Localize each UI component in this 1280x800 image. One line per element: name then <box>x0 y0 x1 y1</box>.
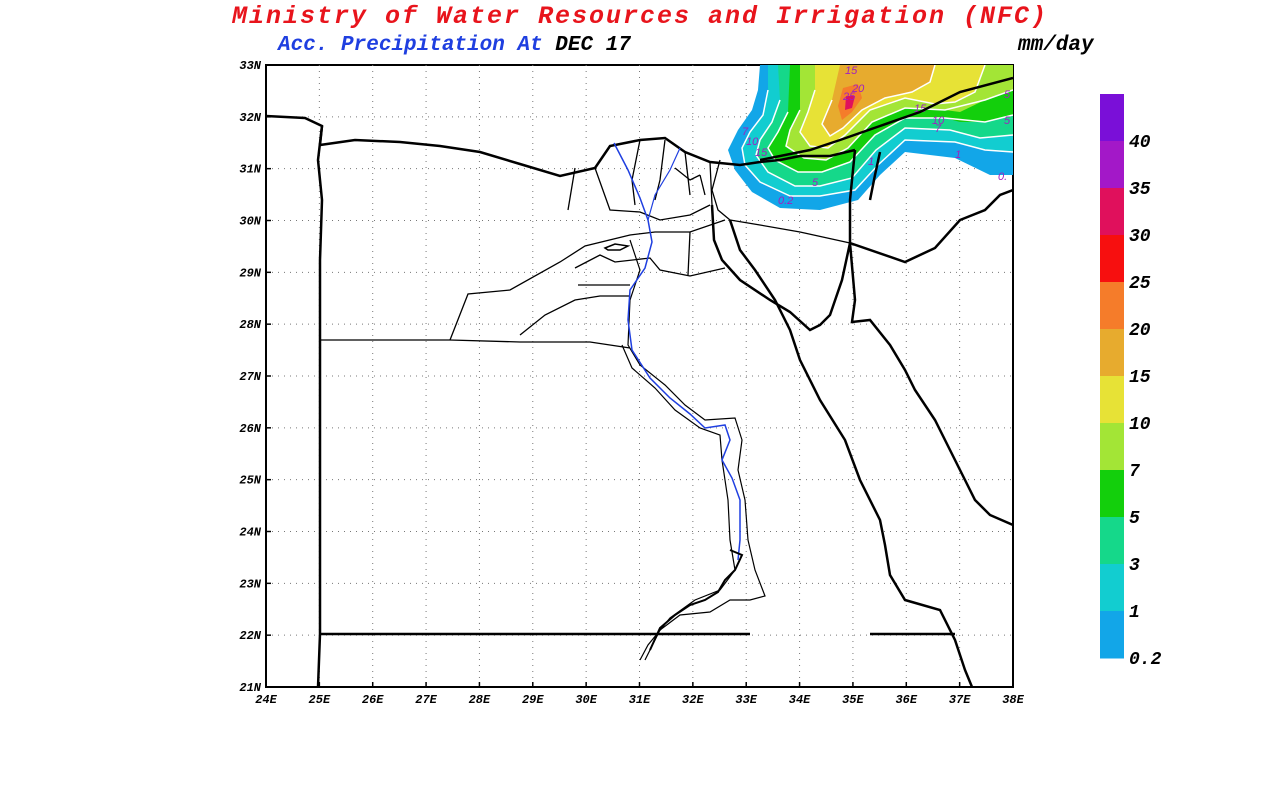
y-axis: 33N 32N 31N 30N 29N 28N 27N 26N 25N 24N 23N 22N 21N <box>239 59 271 695</box>
contour-labels: 15 20 25 15 10 7 7 10 15 5 0.2 1 5 5 0. … <box>742 65 1011 207</box>
color-bar-label: 10 <box>1129 415 1151 435</box>
subtitle-variable: Acc. Precipitation At <box>278 34 543 57</box>
contour-label: 10 <box>746 136 759 148</box>
y-tick-label: 26N <box>239 422 261 436</box>
y-tick-label: 22N <box>239 629 261 643</box>
x-tick-label: 35E <box>842 693 864 707</box>
y-tick-label: 25N <box>239 474 261 488</box>
color-bar-segment <box>1100 517 1124 565</box>
map-title: Ministry of Water Resources and Irrigati… <box>231 2 1049 31</box>
y-tick-label: 28N <box>239 318 261 332</box>
x-axis: 24E 25E 26E 27E 28E 29E 30E 31E 32E 33E 34E 35E 36E 3… <box>255 682 1025 707</box>
contour-label: 20 <box>851 83 865 95</box>
color-bar-label: 30 <box>1129 227 1151 247</box>
color-bar-label: 3 <box>1129 556 1140 576</box>
color-bar-segment <box>1100 282 1124 330</box>
x-tick-label: 24E <box>255 693 277 707</box>
y-tick-label: 23N <box>239 577 261 591</box>
contour-label: 7 <box>935 123 942 135</box>
x-tick-label: 29E <box>522 693 544 707</box>
contour-label: 15 <box>755 147 768 159</box>
contour-label: 1 <box>955 149 961 161</box>
contour-label: 25 <box>842 91 856 103</box>
color-bar-segment <box>1100 423 1124 471</box>
color-bar-segment <box>1100 564 1124 612</box>
x-tick-label: 34E <box>789 693 811 707</box>
color-bar-label: 40 <box>1129 133 1151 153</box>
x-tick-label: 36E <box>895 693 917 707</box>
color-bar-segment <box>1100 611 1124 659</box>
x-tick-label: 38E <box>1002 693 1024 707</box>
color-bar-segment <box>1100 188 1124 236</box>
contour-label: 5 <box>1004 115 1011 127</box>
color-bar-label: 1 <box>1129 603 1140 623</box>
x-tick-label: 32E <box>682 693 704 707</box>
x-tick-label: 25E <box>309 693 331 707</box>
x-tick-label: 28E <box>469 693 491 707</box>
contour-label: 0. <box>998 171 1007 183</box>
contour-label: 10 <box>932 115 945 127</box>
color-bar-segment <box>1100 94 1124 142</box>
color-bar-label: 25 <box>1129 274 1151 294</box>
color-bar-label: 35 <box>1129 180 1151 200</box>
y-tick-label: 32N <box>239 111 261 125</box>
x-tick-label: 27E <box>415 693 437 707</box>
y-tick-label: 30N <box>239 215 261 229</box>
x-tick-label: 33E <box>735 693 757 707</box>
map-subtitle: Acc. Precipitation At DEC 17 <box>278 34 631 57</box>
y-tick-label: 21N <box>239 681 261 695</box>
color-bar-label: 5 <box>1129 509 1140 529</box>
contour-label: 5 <box>1004 89 1011 101</box>
contour-label: 5 <box>812 177 819 189</box>
color-bar-segment <box>1100 376 1124 424</box>
subtitle-date: DEC 17 <box>555 34 631 57</box>
x-tick-label: 31E <box>629 693 651 707</box>
color-bar-label: 7 <box>1129 462 1140 482</box>
contour-label: 7 <box>742 126 749 138</box>
color-bar: 40 35 30 25 20 15 10 7 5 3 1 0.2 <box>1100 94 1162 670</box>
y-tick-label: 33N <box>239 59 261 73</box>
x-tick-label: 30E <box>575 693 597 707</box>
color-bar-label: 0.2 <box>1129 650 1162 670</box>
y-tick-label: 29N <box>239 266 261 280</box>
color-bar-segment <box>1100 470 1124 518</box>
units-label: mm/day <box>1018 34 1094 57</box>
y-tick-label: 27N <box>239 370 261 384</box>
color-bar-segment <box>1100 141 1124 189</box>
contour-label: 15 <box>845 65 858 77</box>
contour-label: 0.2 <box>778 195 793 207</box>
color-bar-label: 20 <box>1129 321 1151 341</box>
borders <box>266 76 1013 687</box>
y-tick-label: 24N <box>239 526 261 540</box>
y-tick-label: 31N <box>239 163 261 177</box>
color-bar-segment <box>1100 329 1124 377</box>
x-tick-label: 37E <box>949 693 971 707</box>
contour-label: 1 <box>868 156 874 168</box>
color-bar-segment <box>1100 235 1124 283</box>
color-bar-label: 15 <box>1129 368 1151 388</box>
x-tick-label: 26E <box>362 693 384 707</box>
